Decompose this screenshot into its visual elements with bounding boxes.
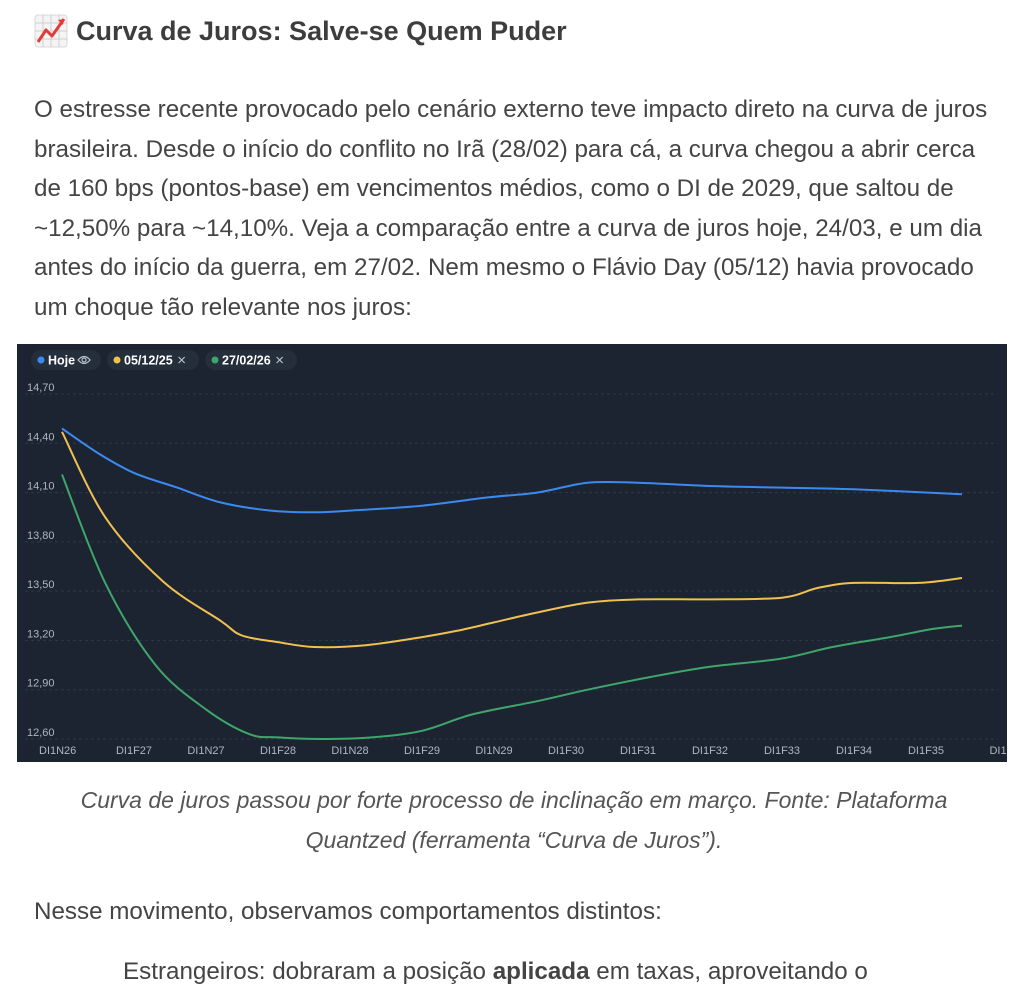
close-icon[interactable]	[276, 356, 284, 364]
legend-pill	[205, 350, 297, 370]
y-tick-label: 12,90	[27, 678, 55, 690]
page-title: Curva de Juros: Salve-se Quem Puder	[76, 15, 567, 46]
legend-item-2[interactable]: 27/02/26	[205, 350, 297, 370]
x-tick-label: DI1F34	[836, 745, 872, 757]
y-axis: 14,70 14,40 14,10 13,80 13,50 13,20 12,90 12,60	[27, 382, 55, 739]
legend-label: 27/02/26	[222, 354, 271, 368]
legend-pill	[31, 350, 101, 370]
series-line-2	[61, 474, 963, 740]
legend-item-1[interactable]: 05/12/25	[107, 350, 199, 370]
y-tick-label: 14,40	[27, 431, 55, 443]
x-tick-label: DI1N28	[331, 745, 368, 757]
list-item-text-end: em taxas, aproveitando o	[589, 958, 868, 985]
eye-icon[interactable]	[77, 355, 91, 365]
legend-swatch	[211, 356, 219, 364]
legend-swatch	[113, 356, 121, 364]
legend-swatch	[37, 356, 45, 364]
intro-paragraph: O estresse recente provocado pelo cenári…	[34, 96, 988, 321]
x-tick-label: DI1N26	[39, 745, 76, 757]
list-item: Estrangeiros: dobraram a posição aplicad…	[123, 953, 983, 991]
y-tick-label: 14,70	[27, 382, 55, 394]
chart-increasing-icon	[34, 14, 68, 48]
x-tick-label: DI1F28	[260, 745, 296, 757]
x-tick-label: DI1N29	[475, 745, 512, 757]
x-tick-label: DI1N27	[187, 745, 224, 757]
legend-pill	[107, 350, 199, 370]
chart-legend: Hoje 05/12/25 27/02/26	[31, 350, 297, 370]
y-tick-label: 13,80	[27, 530, 55, 542]
x-tick-label: DI1F31	[620, 745, 656, 757]
y-tick-label: 13,50	[27, 579, 55, 591]
chart-canvas: Hoje 05/12/25 27/02/26 14,70 14,40 14,10 13,8…	[25, 350, 1007, 757]
section-heading: Curva de Juros: Salve-se Quem Puder	[34, 14, 567, 48]
chart-grid	[25, 393, 998, 740]
x-tick-label: DI1	[989, 745, 1006, 757]
close-icon[interactable]	[178, 356, 186, 364]
legend-label: 05/12/25	[124, 354, 173, 368]
list-item-bold: aplicada	[492, 958, 590, 985]
series-line-0	[61, 427, 963, 514]
figure-caption: Curva de juros passou por forte processo…	[80, 787, 948, 853]
y-tick-label: 13,20	[27, 628, 55, 640]
y-tick-label: 12,60	[27, 727, 55, 739]
list-item-text-start: Estrangeiros: dobraram a posição	[123, 958, 493, 985]
x-tick-label: DI1F33	[764, 745, 800, 757]
x-tick-label: DI1F29	[404, 745, 440, 757]
x-tick-label: DI1F35	[908, 745, 944, 757]
y-tick-label: 14,10	[27, 481, 55, 493]
chart-lines	[61, 427, 963, 740]
x-axis: DI1N26 DI1F27 DI1N27 DI1F28 DI1N28 DI1F29 DI1N…	[39, 745, 1007, 757]
body-paragraph: Nesse movimento, observamos comportament…	[34, 898, 662, 925]
x-tick-label: DI1F30	[548, 745, 584, 757]
series-line-1	[61, 431, 963, 649]
yield-curve-chart: Hoje 05/12/25 27/02/26 14,70 14,40 14,10 13,8…	[17, 344, 1007, 762]
x-tick-label: DI1F27	[116, 745, 152, 757]
legend-label: Hoje	[48, 354, 75, 368]
legend-item-0[interactable]: Hoje	[31, 350, 101, 370]
x-tick-label: DI1F32	[692, 745, 728, 757]
